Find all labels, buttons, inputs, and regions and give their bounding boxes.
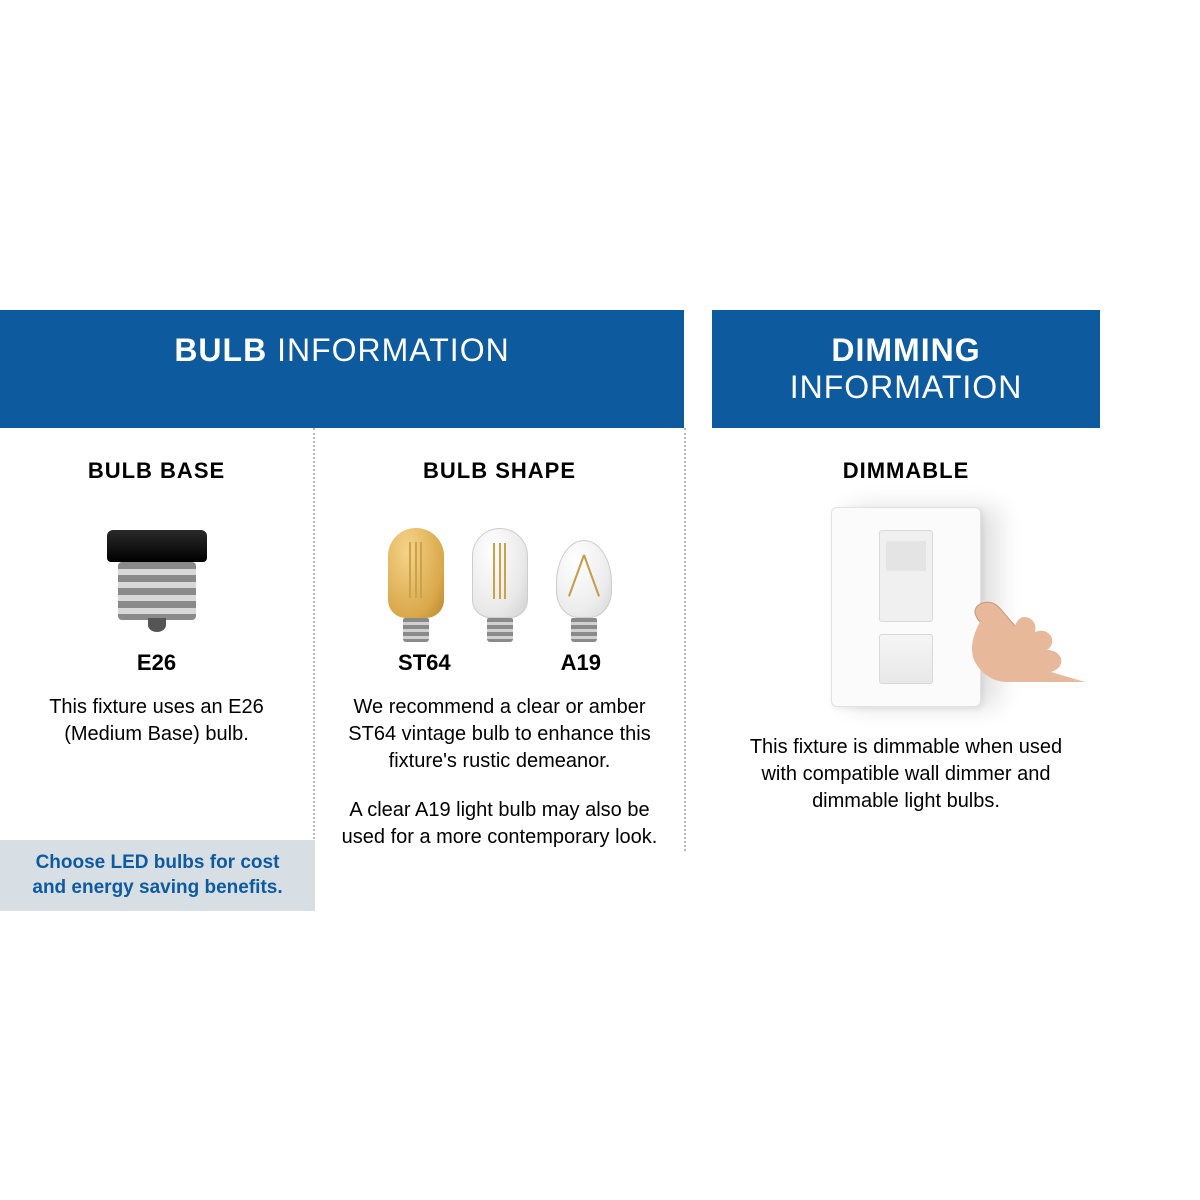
dimming-header-light: INFORMATION — [790, 369, 1023, 405]
dimmer-switch-image — [737, 502, 1075, 712]
dimmable-column: DIMMABLE This fixture is dimmable when u… — [712, 428, 1100, 851]
bulb-header-bold: BULB — [174, 332, 267, 368]
st64-clear-bulb-icon — [472, 528, 528, 642]
bulb-shape-images — [335, 502, 664, 642]
columns: BULB BASE E26 This fixture uses an E26 (… — [0, 428, 1100, 851]
dimming-info-header: DIMMING INFORMATION — [712, 310, 1100, 428]
a19-label: A19 — [561, 650, 601, 676]
bulb-shape-column: BULB SHAPE ST64 A19 We recomme — [315, 428, 684, 851]
bulb-base-label: E26 — [18, 650, 295, 676]
a19-bulb-icon — [556, 540, 612, 642]
bulb-shape-description-1: We recommend a clear or amber ST64 vinta… — [335, 694, 664, 775]
dimming-header-bold: DIMMING — [831, 332, 980, 368]
hand-icon — [945, 592, 1085, 682]
bulb-shape-description-2: A clear A19 light bulb may also be used … — [335, 797, 664, 851]
dimmable-heading: DIMMABLE — [737, 458, 1075, 484]
led-tip-callout: Choose LED bulbs for cost and energy sav… — [0, 840, 315, 911]
bulb-base-column: BULB BASE E26 This fixture uses an E26 (… — [0, 428, 315, 851]
bulb-header-light: INFORMATION — [277, 332, 510, 368]
bulb-base-image — [18, 502, 295, 642]
e26-base-icon — [107, 522, 207, 642]
st64-label: ST64 — [398, 650, 451, 676]
st64-amber-bulb-icon — [388, 528, 444, 642]
section-headers: BULB INFORMATION DIMMING INFORMATION — [0, 310, 1100, 428]
info-panel: BULB INFORMATION DIMMING INFORMATION BUL… — [0, 310, 1100, 851]
bulb-base-heading: BULB BASE — [18, 458, 295, 484]
bulb-base-description: This fixture uses an E26 (Medium Base) b… — [18, 694, 295, 748]
bulb-shape-heading: BULB SHAPE — [335, 458, 664, 484]
dimmable-description: This fixture is dimmable when used with … — [737, 734, 1075, 815]
bulb-shape-labels: ST64 A19 — [335, 650, 664, 676]
section-divider — [684, 428, 712, 851]
bulb-info-header: BULB INFORMATION — [0, 310, 684, 428]
